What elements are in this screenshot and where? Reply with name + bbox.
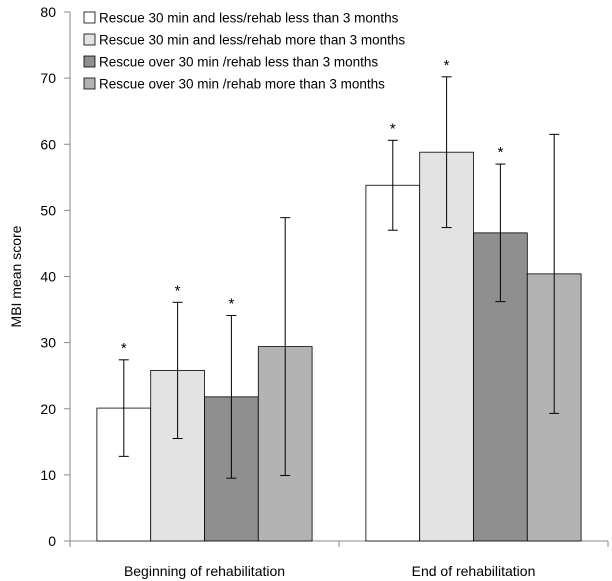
significance-marker: * [497,144,503,161]
legend-label: Rescue over 30 min /rehab more than 3 mo… [99,77,385,92]
y-tick-label: 80 [40,4,56,20]
legend-label: Rescue over 30 min /rehab less than 3 mo… [99,55,378,70]
bars-layer [96,151,582,542]
legend-label: Rescue 30 min and less/rehab less than 3… [99,11,399,26]
error-bars-layer: * * * * * * [118,57,560,479]
axes-layer: 0 10 20 30 40 50 60 70 80 MBI mean score Beginning… [8,4,609,579]
bar [365,184,421,542]
legend-label: Rescue 30 min and less/rehab more than 3… [99,33,405,48]
y-tick-label: 60 [40,136,56,152]
significance-marker: * [175,282,181,299]
y-tick-label: 0 [48,533,56,549]
legend-swatch [83,77,96,90]
significance-marker: * [444,57,450,74]
y-tick-label: 40 [40,269,56,285]
legend-swatch [83,55,96,68]
y-tick-label: 10 [40,467,56,483]
y-tick-label: 70 [40,70,56,86]
y-tick-label: 20 [40,401,56,417]
x-category-label: End of rehabilitation [412,563,536,579]
significance-marker: * [121,340,127,357]
significance-marker: * [228,296,234,313]
y-tick-label: 50 [40,202,56,218]
y-axis-title: MBI mean score [8,225,24,327]
legend-swatch [83,33,96,46]
significance-marker: * [390,120,396,137]
y-tick-label: 30 [40,335,56,351]
legend-swatch [83,11,96,24]
x-category-label: Beginning of rehabilitation [124,563,285,579]
legend: Rescue 30 min and less/rehab less than 3… [83,11,405,92]
